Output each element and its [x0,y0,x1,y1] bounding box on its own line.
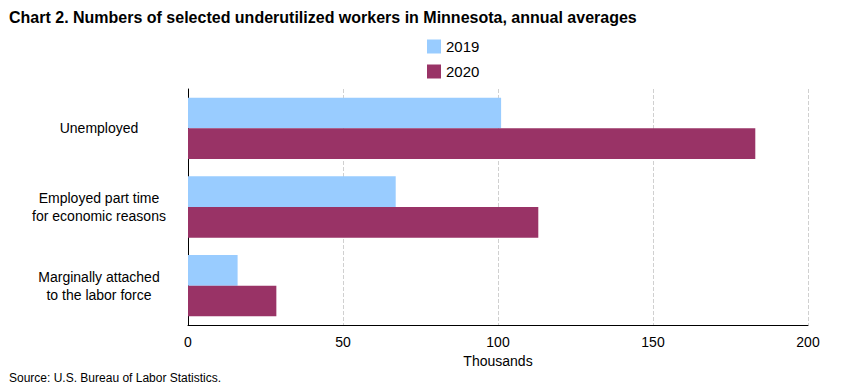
svg-text:0: 0 [184,334,192,350]
svg-text:200: 200 [796,334,820,350]
svg-text:to the labor force: to the labor force [46,287,151,303]
svg-text:Source: U.S. Bureau of Labor S: Source: U.S. Bureau of Labor Statistics. [9,371,221,385]
svg-text:2019: 2019 [446,38,479,55]
svg-text:150: 150 [641,334,665,350]
svg-text:50: 50 [335,334,351,350]
svg-text:for economic reasons: for economic reasons [32,208,166,224]
svg-text:Employed part time: Employed part time [39,190,160,206]
svg-text:2020: 2020 [446,63,479,80]
svg-text:100: 100 [486,334,510,350]
svg-text:Unemployed: Unemployed [60,120,139,136]
svg-text:Marginally attached: Marginally attached [38,269,159,285]
svg-text:Chart 2. Numbers of selected u: Chart 2. Numbers of selected underutiliz… [9,9,637,26]
svg-text:Thousands: Thousands [463,353,532,369]
